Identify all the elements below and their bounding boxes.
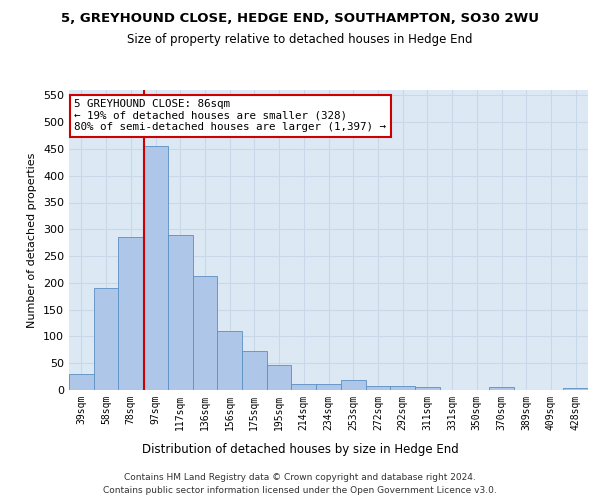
Bar: [94, 288, 118, 390]
Bar: [69, 374, 94, 390]
Text: Contains public sector information licensed under the Open Government Licence v3: Contains public sector information licen…: [103, 486, 497, 495]
Bar: [143, 146, 168, 390]
Bar: [168, 234, 193, 390]
Bar: [489, 388, 514, 390]
Bar: [316, 384, 341, 390]
Bar: [193, 276, 217, 390]
Text: 5 GREYHOUND CLOSE: 86sqm
← 19% of detached houses are smaller (328)
80% of semi-: 5 GREYHOUND CLOSE: 86sqm ← 19% of detach…: [74, 99, 386, 132]
Bar: [217, 331, 242, 390]
Bar: [390, 386, 415, 390]
Text: Distribution of detached houses by size in Hedge End: Distribution of detached houses by size …: [142, 442, 458, 456]
Bar: [365, 386, 390, 390]
Y-axis label: Number of detached properties: Number of detached properties: [28, 152, 37, 328]
Bar: [563, 388, 588, 390]
Bar: [242, 351, 267, 390]
Bar: [415, 388, 440, 390]
Bar: [118, 238, 143, 390]
Text: Size of property relative to detached houses in Hedge End: Size of property relative to detached ho…: [127, 32, 473, 46]
Bar: [341, 380, 365, 390]
Text: 5, GREYHOUND CLOSE, HEDGE END, SOUTHAMPTON, SO30 2WU: 5, GREYHOUND CLOSE, HEDGE END, SOUTHAMPT…: [61, 12, 539, 26]
Text: Contains HM Land Registry data © Crown copyright and database right 2024.: Contains HM Land Registry data © Crown c…: [124, 472, 476, 482]
Bar: [267, 365, 292, 390]
Bar: [292, 384, 316, 390]
